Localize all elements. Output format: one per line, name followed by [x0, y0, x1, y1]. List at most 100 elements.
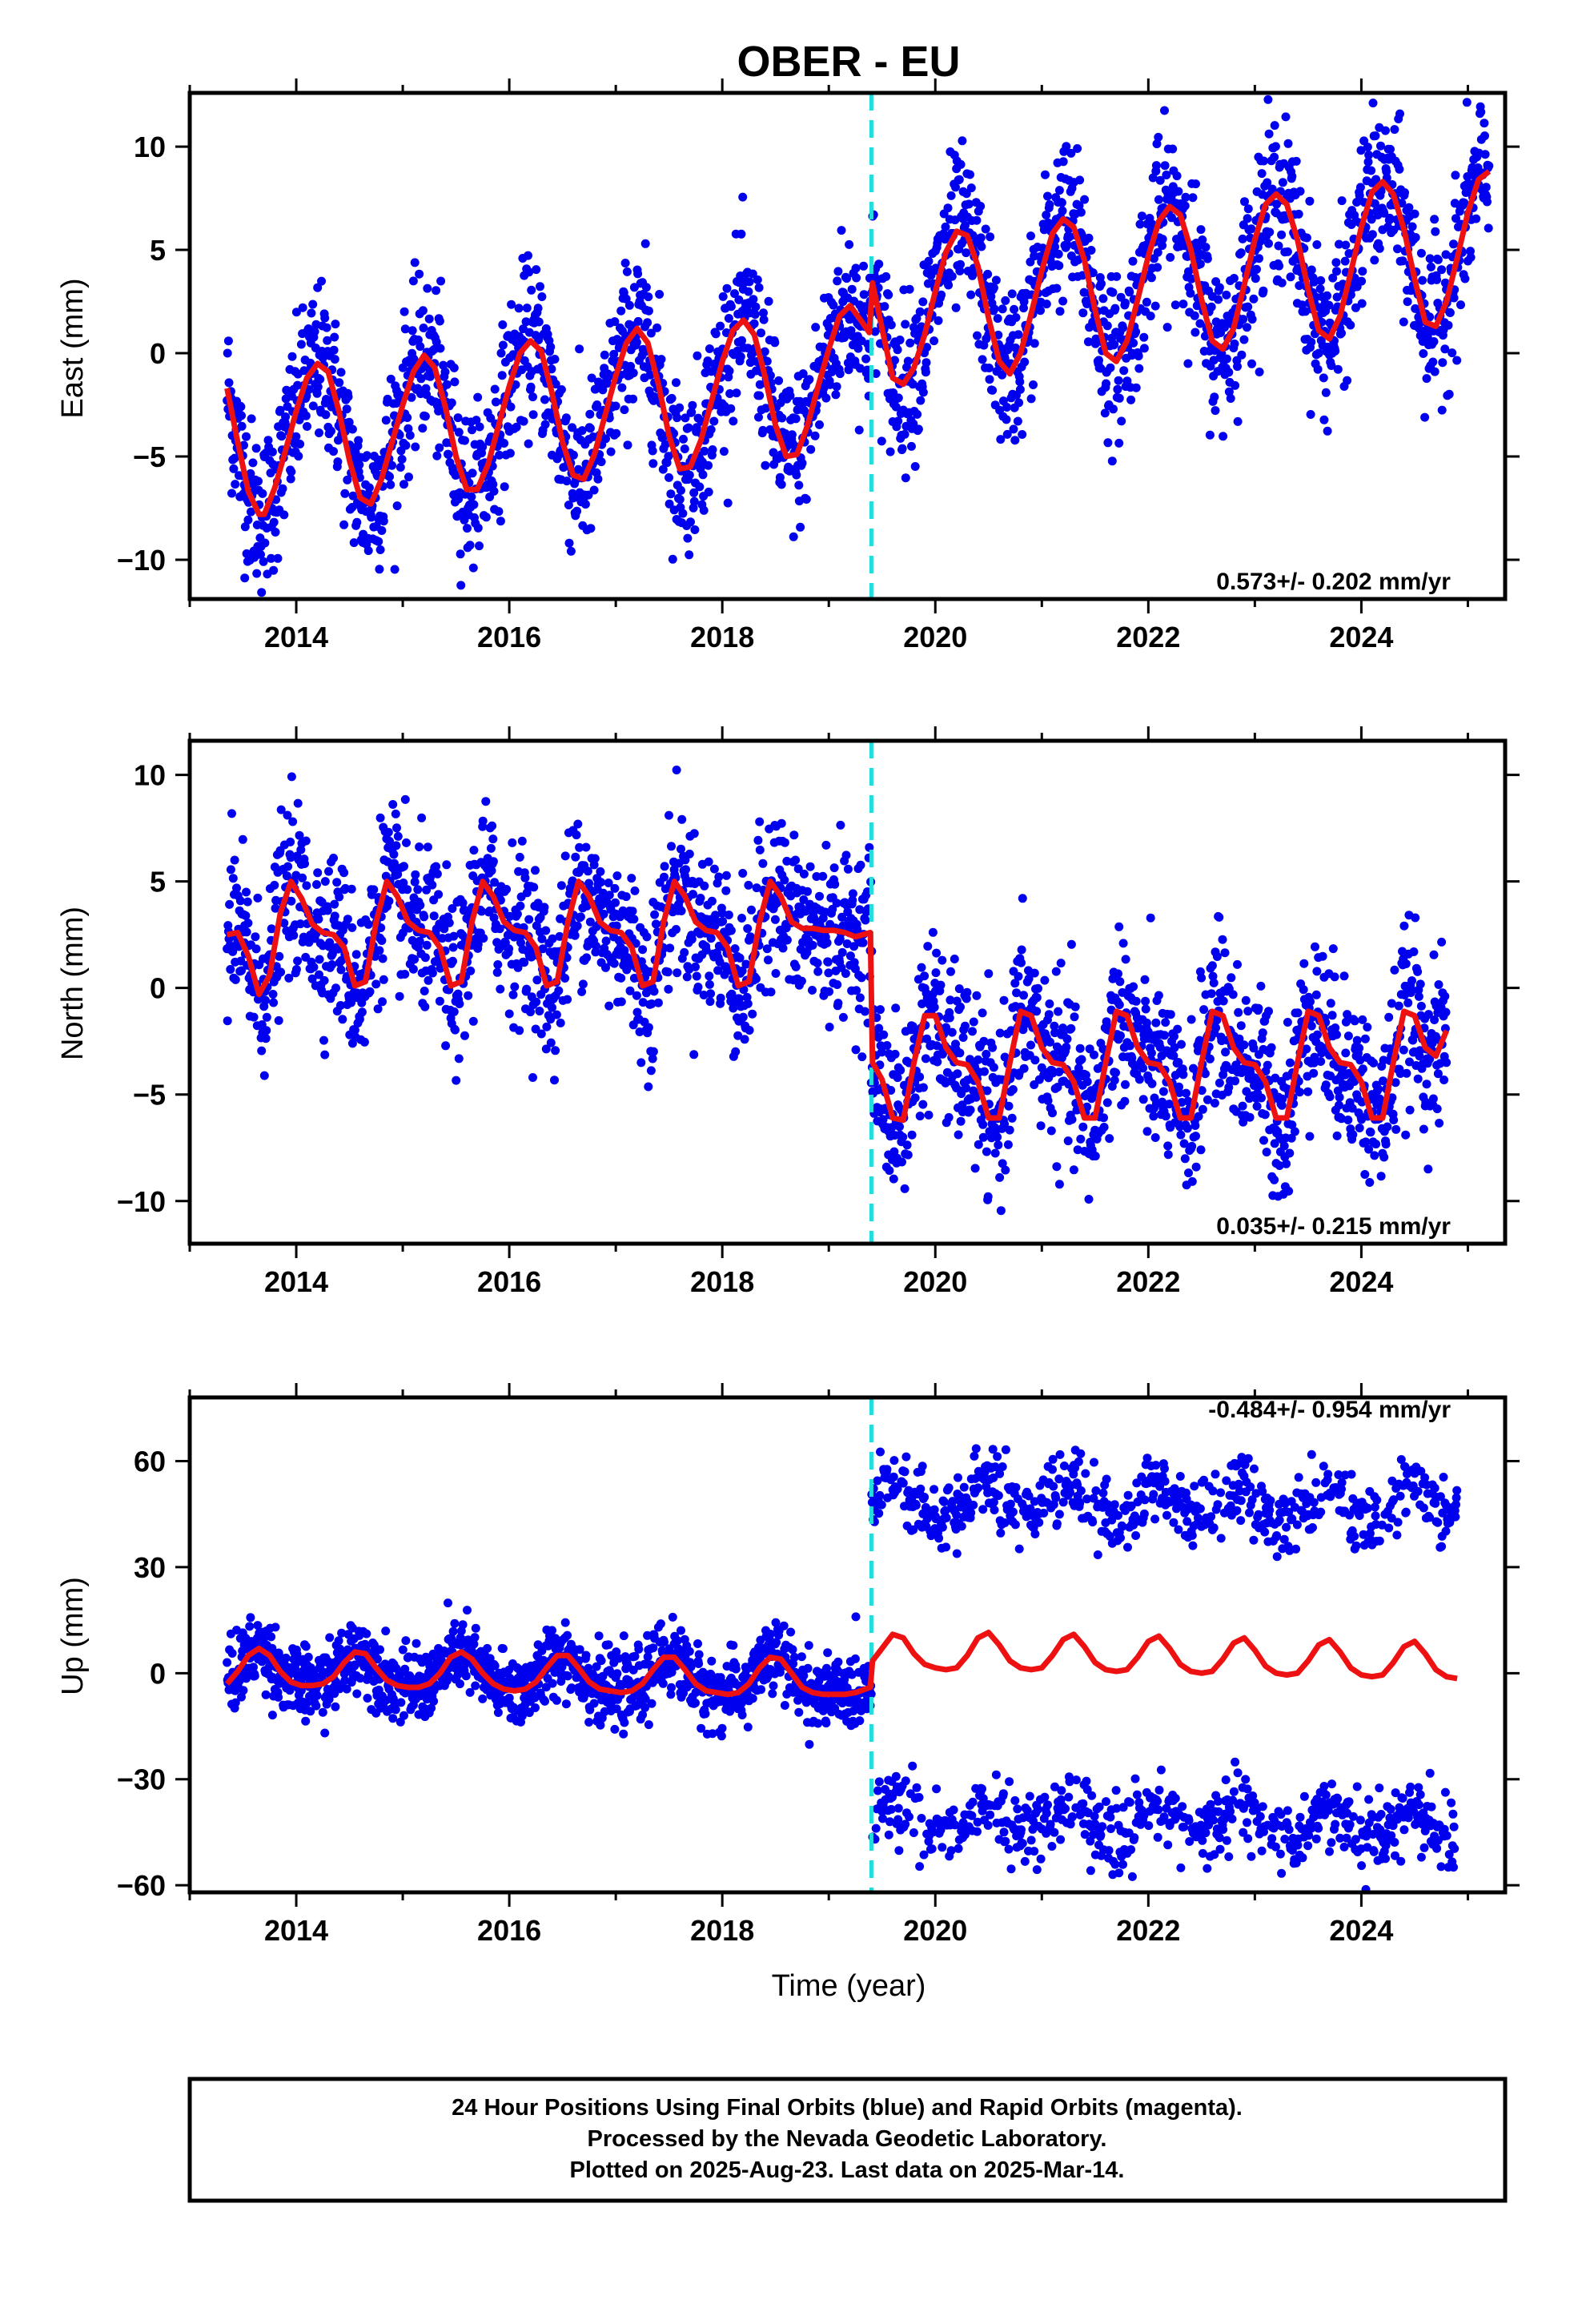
north-point [833, 999, 843, 1008]
east-point [491, 397, 500, 407]
east-point [1131, 383, 1141, 392]
north-point [1030, 1055, 1040, 1065]
north-point [487, 866, 496, 875]
east-point [1440, 344, 1450, 354]
north-point [882, 1041, 892, 1050]
east-point [1447, 348, 1457, 358]
east-point [1449, 293, 1459, 303]
east-point [964, 199, 974, 209]
north-point [1263, 1060, 1272, 1070]
north-point [1150, 1133, 1160, 1142]
north-point [689, 1050, 699, 1059]
north-point [1019, 1063, 1029, 1073]
north-point [993, 1132, 1002, 1142]
north-point [251, 932, 260, 942]
east-point [833, 267, 843, 276]
east-point [1247, 359, 1256, 368]
north-point [642, 932, 652, 942]
north-point [1142, 1018, 1151, 1027]
east-point [1237, 350, 1247, 360]
east-point [656, 355, 666, 364]
east-point [648, 446, 657, 456]
east-point [1422, 374, 1431, 384]
north-point [391, 809, 400, 818]
east-point [956, 159, 966, 169]
east-point [242, 432, 251, 441]
north-point [1140, 975, 1150, 984]
north-point [1018, 894, 1027, 903]
east-point [473, 523, 483, 533]
north-point [550, 1076, 559, 1085]
east-point [689, 497, 699, 506]
north-point [758, 858, 768, 868]
north-point [357, 1007, 367, 1017]
north-point [601, 963, 610, 972]
north-point [283, 810, 292, 820]
east-point [522, 304, 532, 313]
east-point [683, 533, 693, 543]
north-point [582, 953, 592, 963]
north-point [287, 896, 296, 906]
north-point [1003, 1140, 1013, 1149]
east-point [736, 352, 745, 361]
north-point [612, 921, 621, 931]
north-point [1256, 981, 1266, 991]
east-point [1357, 299, 1367, 308]
north-point [315, 955, 324, 964]
north-point [771, 969, 781, 978]
north-point [560, 851, 570, 861]
east-point [1419, 349, 1428, 358]
east-point [749, 319, 759, 328]
north-point [330, 899, 339, 909]
north-point [885, 1166, 894, 1176]
north-point [556, 881, 566, 891]
east-point [937, 290, 946, 300]
east-point [456, 549, 465, 559]
north-point [451, 1025, 460, 1035]
north-point [546, 1038, 556, 1047]
east-point [1057, 198, 1066, 207]
north-point [1270, 1175, 1279, 1184]
north-point [995, 1172, 1005, 1182]
north-point [718, 917, 728, 926]
north-point [660, 872, 669, 882]
north-point [1196, 1145, 1206, 1155]
north-point [982, 1147, 991, 1156]
north-point [532, 997, 541, 1007]
east-point [396, 463, 405, 472]
east-point [374, 537, 383, 546]
north-point [228, 874, 238, 883]
north-point [682, 972, 692, 982]
east-point [367, 513, 376, 522]
east-point [1251, 274, 1260, 283]
north-point [295, 830, 304, 840]
east-point [644, 306, 653, 316]
north-point [576, 912, 585, 922]
north-point [1182, 1088, 1191, 1098]
north-point [1099, 1123, 1109, 1132]
east-ytick-label: −10 [117, 544, 166, 577]
east-point [330, 332, 339, 342]
north-point [1307, 1021, 1316, 1031]
north-point [1070, 1012, 1079, 1022]
east-point [585, 409, 595, 419]
east-point [591, 384, 600, 394]
north-point [516, 901, 525, 911]
east-point [295, 440, 305, 448]
north-point [743, 999, 753, 1008]
east-point [566, 546, 576, 556]
north-point [1212, 1015, 1222, 1025]
east-point [1191, 328, 1200, 337]
north-point [1326, 999, 1335, 1008]
east-point [1432, 275, 1442, 284]
north-point [378, 954, 387, 963]
east-point [951, 183, 960, 192]
east-point [1399, 317, 1408, 327]
east-point [1243, 204, 1253, 214]
north-point [267, 924, 276, 934]
east-point [1270, 121, 1279, 131]
north-point [228, 947, 238, 956]
north-point [689, 829, 699, 838]
east-point [1460, 198, 1469, 207]
north-point [677, 907, 686, 915]
